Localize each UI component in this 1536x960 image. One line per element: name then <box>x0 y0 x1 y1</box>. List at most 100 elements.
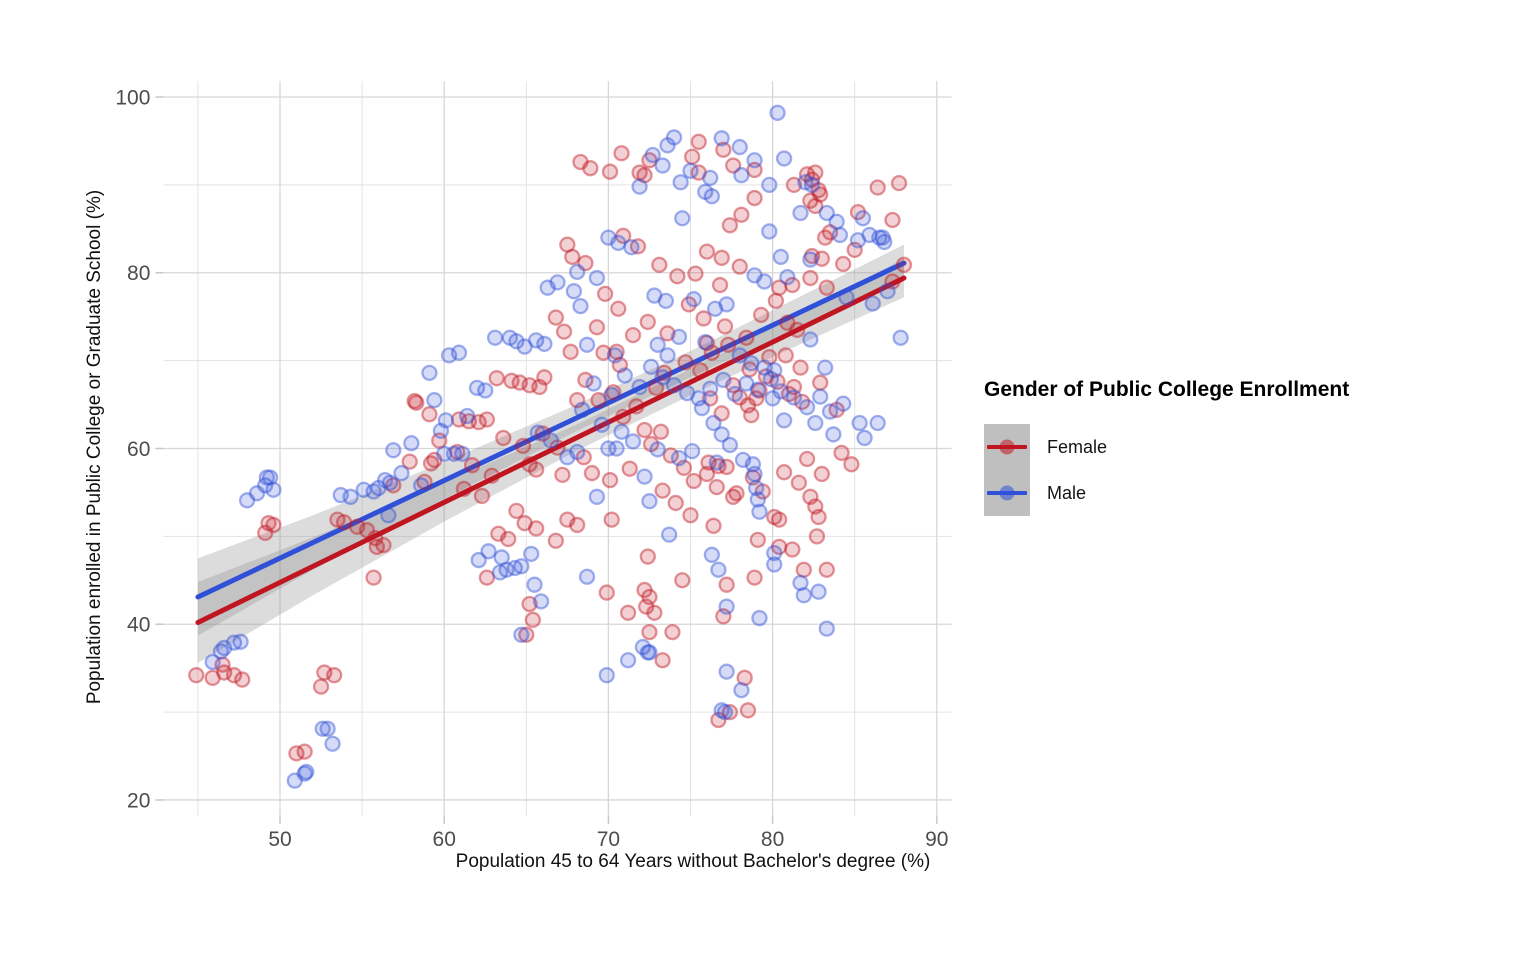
scatter-point-female <box>603 511 620 528</box>
scatter-point-male <box>572 297 589 315</box>
scatter-point-female <box>884 273 901 290</box>
scatter-point-male <box>491 564 509 581</box>
scatter-point-male <box>876 233 893 251</box>
points-male <box>204 104 909 789</box>
scatter-point-male <box>296 765 313 782</box>
scatter-point-male <box>869 414 886 432</box>
scatter-point-male <box>403 435 420 452</box>
scatter-point-female <box>478 569 496 586</box>
scatter-point-female <box>721 217 739 234</box>
scatter-point-male <box>603 386 620 404</box>
scatter-point-male <box>802 331 819 348</box>
scatter-point-male <box>216 639 233 657</box>
scatter-point-male <box>674 210 691 227</box>
scatter-point-male <box>468 379 486 396</box>
scatter-point-female <box>667 494 684 512</box>
scatter-point-female <box>534 425 551 442</box>
scatter-point-male <box>600 440 617 457</box>
scatter-point-female <box>450 411 468 428</box>
scatter-point-male <box>661 526 678 543</box>
trend-line-female <box>195 275 907 625</box>
scatter-point-female <box>577 371 594 389</box>
scatter-point-male <box>232 633 249 650</box>
scatter-point-female <box>785 378 803 396</box>
scatter-point-female <box>426 451 443 469</box>
scatter-point-male <box>731 347 748 364</box>
scatter-point-female <box>554 466 571 483</box>
scatter-point-male <box>751 609 768 627</box>
scatter-point-male <box>746 465 763 483</box>
scatter-point-female <box>490 525 507 542</box>
scatter-point-female <box>769 373 786 390</box>
scatter-point-female <box>698 334 716 352</box>
scatter-point-male <box>365 483 382 500</box>
scatter-point-male <box>646 287 663 304</box>
scatter-point-female <box>751 382 768 399</box>
female-point-icon <box>999 439 1015 455</box>
scatter-point-male <box>639 644 656 661</box>
scatter-point-male <box>413 477 430 494</box>
scatter-point-male <box>501 329 519 346</box>
scatter-point-female <box>628 398 645 415</box>
scatter-point-male <box>506 559 523 577</box>
scatter-point-female <box>555 323 573 340</box>
scatter-point-female <box>652 423 670 440</box>
scatter-point-male <box>440 347 458 364</box>
scatter-point-female <box>641 623 658 641</box>
scatter-point-male <box>644 146 661 164</box>
scatter-point-female <box>843 456 860 473</box>
scatter-point-female <box>720 336 737 353</box>
scatter-point-female <box>312 678 330 695</box>
scatter-point-female <box>562 343 579 360</box>
scatter-point-male <box>713 426 730 443</box>
scatter-point-female <box>654 652 671 669</box>
scatter-point-male <box>828 213 845 230</box>
scatter-point-female <box>375 536 392 554</box>
scatter-point-female <box>349 518 366 535</box>
scatter-point-male <box>588 488 606 505</box>
scatter-point-male <box>792 574 809 592</box>
scatter-point-female <box>596 285 614 302</box>
scatter-point-female <box>646 604 663 621</box>
scatter-point-male <box>734 451 752 469</box>
scatter-point-female <box>662 447 679 464</box>
scatter-point-female <box>718 576 735 593</box>
scatter-point-female <box>601 163 619 180</box>
scatter-point-male <box>795 587 812 604</box>
scatter-point-male <box>565 283 583 300</box>
scatter-point-female <box>639 313 656 331</box>
scatter-point-female <box>503 372 520 389</box>
scatter-point-female <box>365 569 382 586</box>
scatter-point-male <box>610 234 627 252</box>
scatter-point-female <box>463 457 481 474</box>
scatter-point-female <box>204 669 221 686</box>
male-key-glyph <box>984 470 1030 516</box>
scatter-point-male <box>355 481 372 498</box>
scatter-point-male <box>616 367 633 384</box>
scatter-point-female <box>708 478 725 496</box>
scatter-point-female <box>656 364 673 382</box>
scatter-point-male <box>797 174 814 191</box>
scatter-point-male <box>715 371 732 389</box>
scatter-point-female <box>659 325 676 342</box>
y-tick-label: 60 <box>127 438 150 461</box>
x-axis-title: Population 45 to 64 Years without Bachel… <box>455 851 931 872</box>
x-tick-label: 90 <box>925 828 948 851</box>
scatter-point-female <box>669 268 686 285</box>
scatter-point-female <box>590 392 607 409</box>
scatter-point-male <box>810 583 827 600</box>
scatter-point-female <box>470 413 487 431</box>
legend-keys: Female Male <box>984 424 1349 516</box>
scatter-point-female <box>828 401 845 418</box>
scatter-point-female <box>785 176 803 194</box>
scatter-point-female <box>710 457 727 475</box>
scatter-point-female <box>818 279 835 296</box>
scatter-point-male <box>749 381 766 398</box>
male-point-icon <box>999 485 1015 501</box>
scatter-point-male <box>526 576 543 593</box>
scatter-point-female <box>812 186 829 203</box>
scatter-point-male <box>772 383 789 400</box>
scatter-point-female <box>748 390 765 407</box>
x-tick-label: 50 <box>268 828 291 851</box>
scatter-point-female <box>621 460 638 477</box>
